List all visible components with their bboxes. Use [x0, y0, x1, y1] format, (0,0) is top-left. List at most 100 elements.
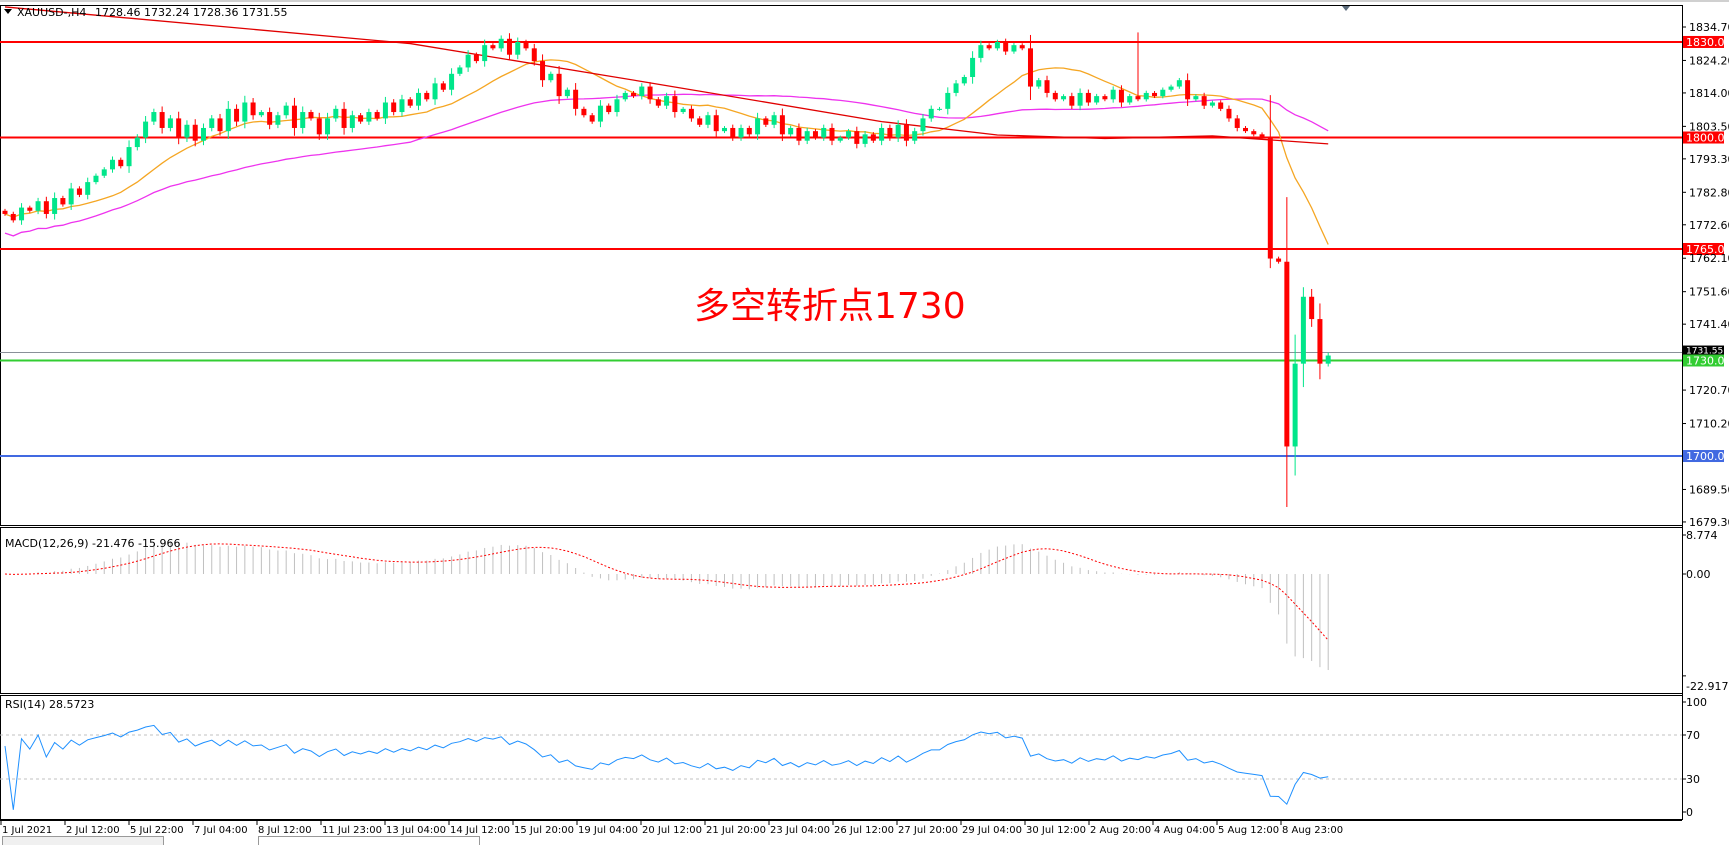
candle-bear: [10, 213, 16, 221]
time-label: 4 Aug 04:00: [1154, 825, 1215, 836]
candle-bull: [1011, 45, 1017, 52]
candle-bull: [1036, 80, 1042, 87]
candle-bear: [1118, 89, 1124, 103]
candle-bear: [531, 48, 537, 62]
candle-bear: [424, 92, 430, 100]
collapse-triangle-icon[interactable]: [4, 9, 12, 14]
candle-bear: [697, 118, 703, 125]
candle-bear: [358, 115, 364, 122]
price-tick-label: 1689.50: [1689, 483, 1729, 496]
time-label: 21 Jul 20:00: [706, 825, 766, 836]
candle-bull: [366, 112, 372, 122]
candle-bear: [1069, 96, 1075, 106]
candle-bear: [903, 124, 909, 141]
chart-tab-active[interactable]: [258, 836, 480, 845]
candle-bull: [300, 112, 306, 128]
candle-bull: [110, 159, 116, 170]
candle-bull: [85, 182, 91, 195]
candle-bull: [432, 83, 438, 100]
candle-bear: [1185, 80, 1191, 100]
candle-bull: [1127, 96, 1133, 103]
rsi-tick-label: 70: [1686, 729, 1700, 742]
candle-bear: [1019, 45, 1025, 49]
candle-bear: [341, 108, 347, 128]
candle-bull: [1292, 363, 1298, 447]
price-tick-label: 1710.20: [1689, 418, 1729, 431]
candle-bull: [449, 73, 455, 90]
candle-bull: [200, 127, 206, 141]
candle-bull: [482, 45, 488, 62]
price-tick-label: 1762.10: [1689, 252, 1729, 265]
candle-bear: [672, 96, 678, 113]
candle-bull: [879, 127, 885, 141]
time-label: 1 Jul 2021: [2, 825, 52, 836]
candle-bull: [325, 118, 331, 135]
candle-bull: [258, 112, 264, 116]
candle-bear: [76, 188, 82, 195]
candle-bear: [192, 124, 198, 141]
chart-shift-marker-icon[interactable]: [1342, 6, 1350, 11]
candle-bull: [167, 118, 173, 128]
candle-bull: [349, 115, 355, 128]
rsi-tick-label: 0: [1686, 806, 1693, 819]
candle-bull: [755, 118, 761, 135]
candle-bear: [308, 112, 314, 119]
candle-bull: [622, 92, 628, 100]
candle-bull: [738, 127, 744, 138]
symbol-label: XAUUSD-,H4: [17, 6, 86, 19]
candle-bull: [143, 121, 149, 138]
candle-bull: [209, 118, 215, 128]
candle-bear: [655, 99, 661, 106]
price-tick-label: 1751.60: [1689, 286, 1729, 299]
candle-bear: [730, 127, 736, 138]
candle-bull: [771, 115, 777, 125]
candle-bull: [93, 175, 99, 183]
candle-bull: [68, 188, 74, 205]
chart-tab[interactable]: [2, 836, 164, 845]
price-tick-label: 1803.50: [1689, 120, 1729, 133]
price-tick-label: 1720.70: [1689, 384, 1729, 397]
candle-bull: [664, 96, 670, 106]
candle-bear: [217, 118, 223, 132]
candle-bull: [721, 127, 727, 132]
candle-bear: [763, 118, 769, 125]
price-tick-label: 1772.60: [1689, 219, 1729, 232]
time-label: 27 Jul 20:00: [898, 825, 958, 836]
candle-bull: [937, 108, 943, 110]
candle-bear: [556, 73, 562, 97]
candle-bull: [151, 112, 157, 122]
candle-bull: [1168, 86, 1174, 90]
candle-bull: [498, 38, 504, 49]
macd-tick-label: 8.774: [1686, 529, 1718, 542]
level-badge-text: 1730.00: [1686, 354, 1729, 367]
candle-bull: [275, 115, 281, 125]
time-label: 19 Jul 04:00: [578, 825, 638, 836]
candle-bull: [953, 83, 959, 93]
annotation-text: 多空转折点1730: [694, 286, 966, 327]
price-tick-label: 1679.30: [1689, 516, 1729, 529]
candle-bear: [887, 127, 893, 138]
candle-bull: [837, 137, 843, 141]
rsi-tick-label: 30: [1686, 773, 1700, 786]
candle-bear: [1267, 137, 1273, 259]
candle-bull: [928, 108, 934, 119]
rsi-line: [4, 724, 1329, 810]
macd-signal-line: [4, 543, 1329, 641]
candle-bear: [1052, 92, 1058, 100]
level-badge-1700.00: [1683, 450, 1724, 463]
candle-bear: [581, 108, 587, 116]
candle-bull: [970, 57, 976, 78]
candle-bear: [1085, 92, 1091, 103]
candle-bear: [870, 134, 876, 141]
candle-bear: [746, 127, 752, 135]
current-price-text: 1731.55: [1686, 347, 1723, 357]
candle-bull: [862, 134, 868, 144]
candle-bear: [267, 112, 273, 125]
level-badge-text: 1800.00: [1686, 132, 1729, 145]
price-tick-label: 1834.70: [1689, 21, 1729, 34]
candle-bull: [1193, 96, 1199, 100]
candle-bull: [416, 92, 421, 106]
candle-bear: [540, 61, 546, 81]
